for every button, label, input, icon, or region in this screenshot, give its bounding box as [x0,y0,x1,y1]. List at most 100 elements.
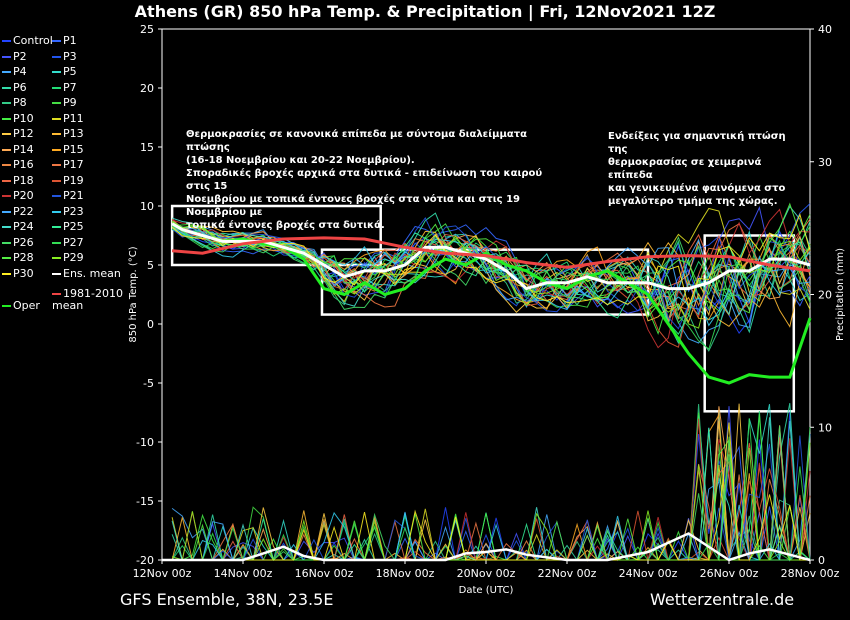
y-axis-label: 850 hPa Temp. (°C) [128,246,139,342]
legend-swatch [2,86,11,89]
legend-item: P11 [52,112,84,125]
series-line-p28 [171,202,811,318]
series-line-p26 [171,225,811,311]
precip-line-p30 [172,422,810,561]
x-tick-label: 28Nov 00z [781,567,840,580]
x-tick-label: 14Nov 00z [214,567,273,580]
y2-tick-label: 20 [818,289,832,302]
legend-swatch [2,133,11,135]
legend-label: P1 [63,34,77,47]
legend-label: Control [13,34,53,47]
legend-label: P25 [63,220,84,233]
legend-swatch [2,102,11,104]
chart-title: Athens (GR) 850 hPa Temp. & Precipitatio… [134,2,716,21]
legend-item: P21 [52,190,84,202]
legend-item: P3 [52,49,77,63]
y-tick-label: -20 [136,554,154,567]
legend-item: P28 [2,252,34,264]
series-line-p21 [171,217,811,330]
legend-swatch [52,71,61,73]
footer-site: Wetterzentrale.de [650,590,795,609]
legend-label: P16 [13,158,34,171]
legend-item: P5 [52,66,77,78]
legend-swatch [2,210,11,213]
y-tick-label: 15 [140,141,154,154]
annotation-left: Θερμοκρασίες σε κανονικά επίπεδα με σύντ… [186,129,543,231]
legend-label: P19 [63,173,84,187]
legend-label: P3 [63,49,77,63]
legend-item: P23 [52,205,84,218]
legend-swatch [52,133,61,135]
footer-source: GFS Ensemble, 38N, 23.5E [120,590,334,609]
legend-item: P29 [52,252,84,264]
legend-item: P30 [2,267,34,280]
legend-item: P27 [52,236,84,249]
legend-label: P29 [63,251,84,264]
legend-label: P20 [13,189,34,202]
series-line-p16 [171,225,811,320]
y2-axis-label: Precipitation (mm) [835,248,846,341]
legend-label: P6 [13,80,27,94]
highlight-box-1 [170,204,382,267]
legend-swatch [52,293,61,295]
legend-item: P8 [2,97,27,109]
legend-swatch [52,210,61,213]
legend-item: P7 [52,81,77,94]
legend-label: Oper [13,299,40,312]
legend-label: P21 [63,189,84,202]
legend-swatch [52,40,61,42]
legend-item: 1981-2010 mean [52,288,123,312]
legend-item: P18 [2,173,34,187]
legend-swatch [2,71,11,73]
legend-item: P15 [52,142,84,156]
legend-label: P15 [63,142,84,156]
legend-swatch [2,272,11,275]
x-tick-label: 16Nov 00z [295,567,354,580]
legend-item: P10 [2,112,34,125]
legend-label: P18 [13,173,34,187]
y2-tick-label: 40 [818,23,832,36]
legend-swatch [52,272,61,275]
legend-label: P14 [13,142,34,156]
y-tick-label: 0 [147,318,154,331]
highlight-box-3 [703,234,796,413]
x-tick-label: 26Nov 00z [700,567,759,580]
legend-item: P6 [2,80,27,94]
legend-item: P2 [2,50,27,63]
legend-swatch [2,55,11,58]
legend-label: P12 [13,127,34,140]
y-tick-label: 5 [147,259,154,272]
legend-item: P22 [2,205,34,218]
series-line-ens-mean [171,222,811,291]
legend-swatch [2,164,11,166]
legend-swatch [52,241,61,244]
legend-item: P20 [2,190,34,202]
legend-item: Ens. mean [52,267,121,280]
legend-label: P26 [13,235,34,249]
legend-swatch [2,148,11,151]
legend-swatch [2,117,11,120]
legend-swatch [2,257,11,259]
legend-item: P19 [52,173,84,187]
legend-item: P24 [2,221,34,233]
legend-label: 1981-2010 mean [52,287,123,312]
legend-swatch [52,257,61,259]
legend-swatch [52,55,61,58]
y2-tick-label: 0 [818,554,825,567]
legend-item: P16 [2,159,34,171]
legend-swatch [2,226,11,228]
legend-item: P14 [2,142,34,156]
legend-swatch [52,86,61,89]
precip-mean-line [162,532,811,562]
legend-swatch [52,226,61,228]
legend-swatch [52,195,61,197]
legend-item: P25 [52,221,84,233]
legend-label: P4 [13,65,27,78]
legend-swatch [52,117,61,120]
series-line-p20 [171,208,811,349]
legend-label: P17 [63,158,84,171]
y-tick-label: -5 [143,377,154,390]
legend-label: P24 [13,220,34,233]
legend-swatch [52,179,61,182]
